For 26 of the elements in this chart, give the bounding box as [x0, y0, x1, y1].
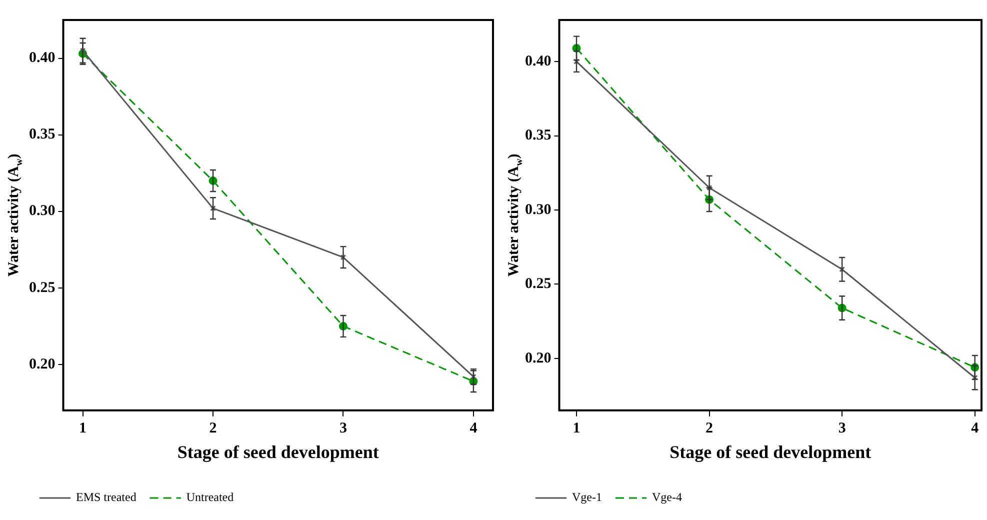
x-axis-title: Stage of seed development: [177, 442, 379, 462]
y-tick-label: 0.20: [29, 356, 56, 372]
y-tick-label: 0.35: [525, 128, 552, 144]
y-tick-label: 0.20: [525, 350, 552, 366]
y-tick-label: 0.30: [525, 202, 552, 218]
y-tick-label: 0.25: [29, 280, 56, 296]
legend-label: Vge-4: [652, 490, 682, 504]
x-tick-label: 4: [470, 420, 478, 436]
x-tick-label: 4: [971, 420, 980, 436]
y-tick-label: 0.25: [525, 276, 552, 292]
y-tick-label: 0.35: [29, 126, 56, 143]
y-tick-label: 0.40: [525, 53, 552, 70]
x-tick-label: 2: [209, 420, 217, 436]
y-tick-label: 0.30: [29, 203, 56, 220]
x-tick-label: 1: [572, 420, 580, 436]
legend-label: EMS treated: [76, 490, 136, 504]
x-axis-title: Stage of seed development: [670, 442, 872, 462]
x-tick-label: 3: [838, 420, 846, 436]
y-axis-title: Water activity (Aw): [6, 154, 25, 277]
legend-label: Untreated: [186, 490, 234, 504]
x-tick-label: 3: [339, 420, 347, 436]
y-axis-title: Water activity (Aw): [506, 154, 525, 277]
x-tick-label: 2: [706, 420, 714, 436]
x-tick-label: 1: [79, 420, 87, 436]
y-tick-label: 0.40: [29, 50, 56, 66]
legend-label: Vge-1: [572, 490, 602, 504]
